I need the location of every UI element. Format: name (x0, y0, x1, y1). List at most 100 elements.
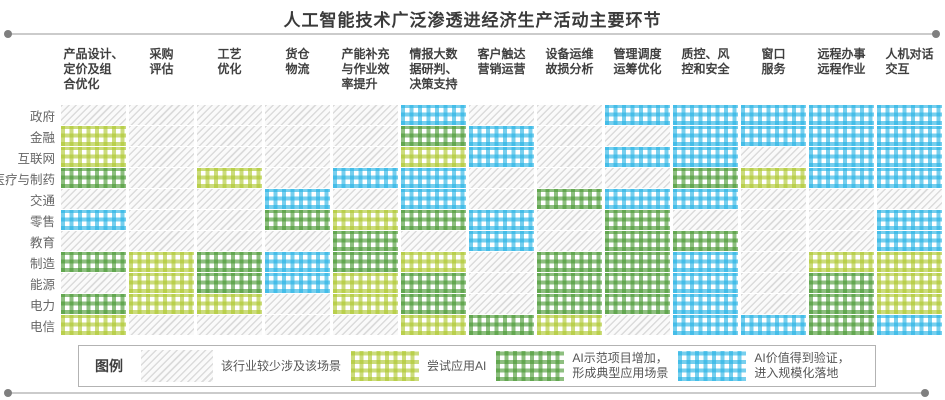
heatmap-cell (537, 105, 602, 125)
heatmap-cell (877, 126, 942, 146)
heatmap-cell (61, 273, 126, 293)
heatmap-cell (401, 147, 466, 167)
column-header: 管理调度 运筹优化 (613, 47, 662, 76)
heatmap-cell (401, 105, 466, 125)
heatmap-cell (537, 168, 602, 188)
heatmap-cell (605, 126, 670, 146)
heatmap-cell (469, 273, 534, 293)
heatmap-cell (809, 231, 874, 251)
heatmap-cell (809, 294, 874, 314)
heatmap-cell (333, 273, 398, 293)
row-label: 金融 (29, 130, 55, 145)
heatmap-cell (877, 252, 942, 272)
heatmap-cell (333, 189, 398, 209)
heatmap-cell (877, 273, 942, 293)
heatmap-cell (265, 231, 330, 251)
heatmap-cell (129, 294, 194, 314)
legend-swatch-dark-green (496, 351, 565, 381)
heatmap-cell (61, 189, 126, 209)
heatmap-cell (741, 126, 806, 146)
heatmap-cell (129, 126, 194, 146)
heatmap-cell (673, 210, 738, 230)
heatmap-cell (197, 189, 262, 209)
heatmap-cell (469, 252, 534, 272)
heatmap-cell (469, 189, 534, 209)
heatmap-cell (265, 210, 330, 230)
column-header: 远程办事 远程作业 (817, 47, 866, 76)
column-header: 设备运维 故损分析 (545, 47, 594, 76)
heatmap-cell (605, 252, 670, 272)
heatmap-cell (809, 168, 874, 188)
heatmap-cell (333, 105, 398, 125)
heatmap-cell (741, 231, 806, 251)
heatmap-cell (605, 105, 670, 125)
heatmap-cell (469, 315, 534, 335)
heatmap-cell (537, 315, 602, 335)
bottom-rule-dot-right (921, 389, 929, 397)
heatmap-cell (129, 252, 194, 272)
heatmap-cell (197, 273, 262, 293)
heatmap-cell (401, 168, 466, 188)
heatmap-cell (61, 294, 126, 314)
column-header: 工艺 优化 (217, 47, 242, 76)
heatmap-cell (673, 252, 738, 272)
heatmap-cell (129, 168, 194, 188)
heatmap-cell (673, 315, 738, 335)
heatmap-cell (877, 231, 942, 251)
heatmap-cell (333, 168, 398, 188)
heatmap-cell (197, 231, 262, 251)
heatmap-cell (197, 168, 262, 188)
heatmap-cell (469, 210, 534, 230)
row-label: 能源 (29, 277, 55, 292)
heatmap-cell (333, 231, 398, 251)
heatmap-cell (469, 147, 534, 167)
heatmap-cell (673, 189, 738, 209)
heatmap-cell (265, 168, 330, 188)
heatmap-cell (401, 189, 466, 209)
heatmap-cell (809, 126, 874, 146)
legend-text-level2: AI示范项目增加， 形成典型应用场景 (572, 351, 669, 380)
column-header: 产能补充 与作业效 率提升 (341, 47, 390, 91)
heatmap-cell (265, 147, 330, 167)
heatmap-cell (809, 147, 874, 167)
heatmap-cell (129, 231, 194, 251)
heatmap-cell (809, 273, 874, 293)
heatmap-cell (605, 189, 670, 209)
heatmap-cell (537, 126, 602, 146)
row-label: 制造 (29, 256, 55, 271)
row-label: 教育 (29, 235, 55, 250)
heatmap-cell (61, 252, 126, 272)
heatmap-cell (809, 189, 874, 209)
heatmap-cell (469, 231, 534, 251)
heatmap-cell (809, 210, 874, 230)
heatmap-cell (61, 210, 126, 230)
heatmap-cell (333, 147, 398, 167)
heatmap-cell (877, 168, 942, 188)
heatmap-cell (129, 273, 194, 293)
heatmap-cell (61, 231, 126, 251)
heatmap-cell (741, 147, 806, 167)
heatmap-cell (537, 252, 602, 272)
heatmap-cell (877, 210, 942, 230)
matrix-corner (0, 44, 58, 104)
heatmap-cell (401, 126, 466, 146)
heatmap-cell (605, 315, 670, 335)
heatmap-cell (265, 294, 330, 314)
heatmap-cell (605, 231, 670, 251)
legend-box: 图例 该行业较少涉及该场景 尝试应用AI AI示范项目增加， 形成典型应用场景 … (78, 345, 876, 387)
heatmap-cell (809, 315, 874, 335)
heatmap-cell (61, 168, 126, 188)
heatmap-cell (469, 126, 534, 146)
heatmap-cell (605, 168, 670, 188)
column-header: 人机对话 交互 (885, 47, 934, 76)
page-title: 人工智能技术广泛渗透进经济生产活动主要环节 (283, 11, 662, 30)
legend-swatch-light-green (351, 351, 420, 381)
heatmap-cell (265, 315, 330, 335)
heatmap-cell (333, 315, 398, 335)
heatmap-cell (333, 252, 398, 272)
top-rule-dot-right (932, 30, 940, 38)
heatmap-cell (61, 105, 126, 125)
heatmap-cell (197, 105, 262, 125)
heatmap-cell (673, 273, 738, 293)
heatmap-cell (809, 105, 874, 125)
